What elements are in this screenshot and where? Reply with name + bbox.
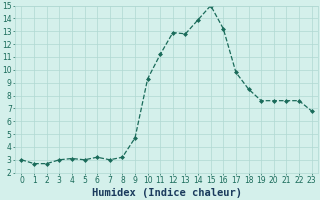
X-axis label: Humidex (Indice chaleur): Humidex (Indice chaleur) bbox=[92, 188, 242, 198]
